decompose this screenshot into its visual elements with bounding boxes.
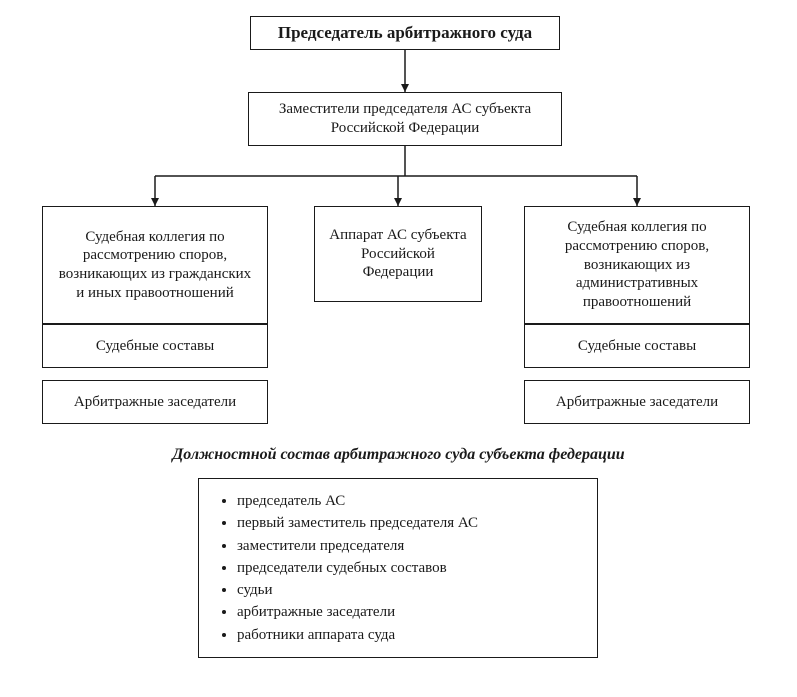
diagram-canvas: Председатель арбитражного суда Заместите… bbox=[0, 0, 797, 697]
node-label: Председатель арбитражного суда bbox=[278, 22, 532, 43]
list-item: председатели судебных составов bbox=[237, 558, 579, 578]
node-label: Судебные составы bbox=[96, 337, 214, 356]
node-label: Судебная коллегия по рассмотрению споров… bbox=[53, 228, 257, 303]
list-item: заместители председателя bbox=[237, 536, 579, 556]
list-item: судьи bbox=[237, 580, 579, 600]
node-label: Заместители председателя АС субъекта Рос… bbox=[259, 100, 551, 138]
node-label: Судебная коллегия по рассмотрению споров… bbox=[535, 218, 739, 312]
node-civil-collegium: Судебная коллегия по рассмотрению споров… bbox=[42, 206, 268, 324]
list-item: первый заместитель председателя АС bbox=[237, 513, 579, 533]
staff-list: председатель АС первый заместитель предс… bbox=[217, 491, 579, 645]
list-item: председатель АС bbox=[237, 491, 579, 511]
staff-list-box: председатель АС первый заместитель предс… bbox=[198, 478, 598, 658]
node-label: Арбитражные заседатели bbox=[556, 393, 718, 412]
node-label: Аппарат АС субъекта Российской Федерации bbox=[325, 226, 471, 282]
node-civil-panels: Судебные составы bbox=[42, 324, 268, 368]
diagram-caption: Должностной состав арбитражного суда суб… bbox=[0, 446, 797, 464]
node-label: Арбитражные заседатели bbox=[74, 393, 236, 412]
list-item: арбитражные заседатели bbox=[237, 602, 579, 622]
node-chairman: Председатель арбитражного суда bbox=[250, 16, 560, 50]
node-admin-assessors: Арбитражные заседатели bbox=[524, 380, 750, 424]
node-apparatus: Аппарат АС субъекта Российской Федерации bbox=[314, 206, 482, 302]
node-civil-assessors: Арбитражные заседатели bbox=[42, 380, 268, 424]
list-item: работники аппарата суда bbox=[237, 625, 579, 645]
node-admin-panels: Судебные составы bbox=[524, 324, 750, 368]
node-label: Судебные составы bbox=[578, 337, 696, 356]
node-deputies: Заместители председателя АС субъекта Рос… bbox=[248, 92, 562, 146]
node-admin-collegium: Судебная коллегия по рассмотрению споров… bbox=[524, 206, 750, 324]
caption-text: Должностной состав арбитражного суда суб… bbox=[172, 446, 624, 463]
